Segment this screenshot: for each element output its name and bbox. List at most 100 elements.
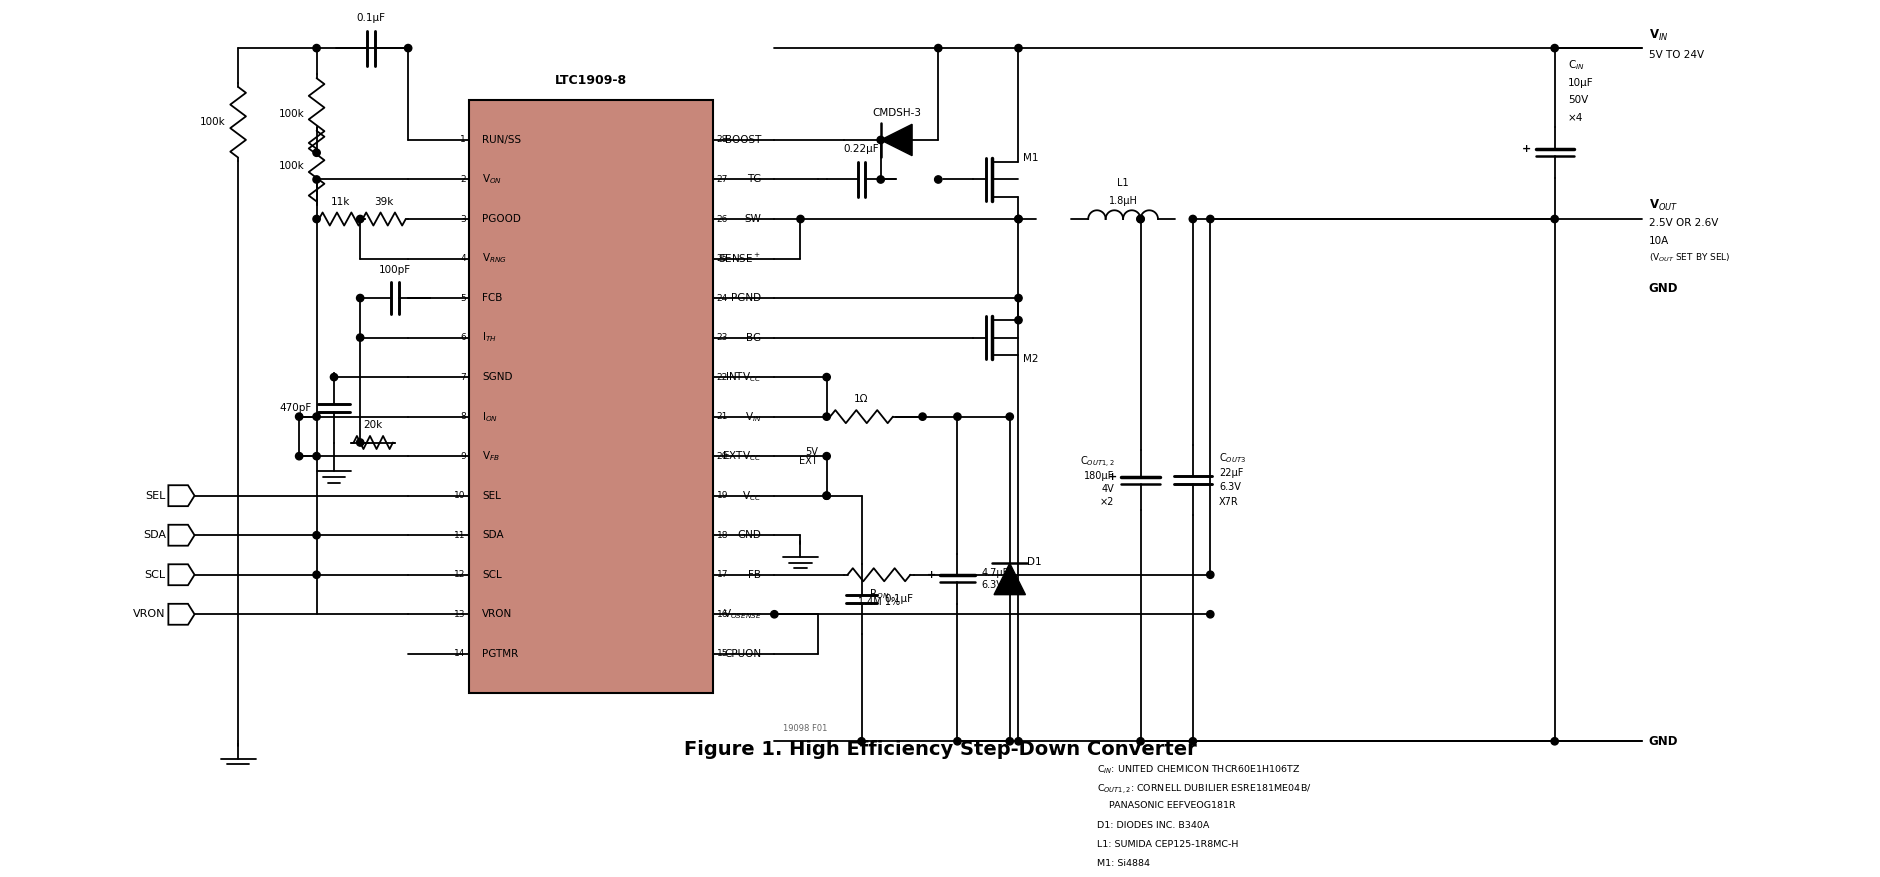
Text: V$_{OSENSE}$: V$_{OSENSE}$ xyxy=(722,608,761,621)
Circle shape xyxy=(1137,738,1145,745)
Text: 18: 18 xyxy=(716,531,728,539)
Circle shape xyxy=(312,453,320,460)
Text: PGTMR: PGTMR xyxy=(483,649,519,659)
Text: TG: TG xyxy=(746,175,761,184)
Text: LTC1909-8: LTC1909-8 xyxy=(555,75,628,88)
Text: 39k: 39k xyxy=(374,196,393,207)
Circle shape xyxy=(823,413,831,420)
Text: 100k: 100k xyxy=(199,118,226,127)
Text: 13: 13 xyxy=(455,610,466,619)
Circle shape xyxy=(919,413,927,420)
Text: 16: 16 xyxy=(716,610,728,619)
Text: 21: 21 xyxy=(716,412,728,421)
Circle shape xyxy=(953,738,961,745)
Circle shape xyxy=(823,374,831,381)
Circle shape xyxy=(1015,216,1023,223)
Circle shape xyxy=(1006,738,1013,745)
Text: SGND: SGND xyxy=(483,372,513,382)
Circle shape xyxy=(1015,317,1023,324)
Text: 22: 22 xyxy=(716,373,728,381)
Text: 100k: 100k xyxy=(278,109,305,118)
Text: L1: L1 xyxy=(1117,179,1128,189)
Text: CMDSH-3: CMDSH-3 xyxy=(872,108,921,118)
Text: 22μF: 22μF xyxy=(1218,468,1243,478)
Circle shape xyxy=(312,45,320,52)
Circle shape xyxy=(823,492,831,499)
Circle shape xyxy=(823,453,831,460)
Text: V$_{IN}$: V$_{IN}$ xyxy=(1649,27,1668,43)
Circle shape xyxy=(934,45,942,52)
Circle shape xyxy=(1190,738,1196,745)
Bar xyxy=(470,101,713,694)
Text: M1: M1 xyxy=(1023,153,1038,163)
Text: Figure 1. High Efficiency Step-Down Converter: Figure 1. High Efficiency Step-Down Conv… xyxy=(684,739,1196,759)
Text: 0.22μF: 0.22μF xyxy=(844,144,880,154)
Text: SCL: SCL xyxy=(145,570,165,580)
Text: C$_{OUT1, 2}$: C$_{OUT1, 2}$ xyxy=(1079,455,1115,470)
Polygon shape xyxy=(995,563,1025,595)
Circle shape xyxy=(312,413,320,420)
Text: 20: 20 xyxy=(716,452,728,460)
Text: V$_{OUT}$: V$_{OUT}$ xyxy=(1649,198,1679,213)
Text: SDA: SDA xyxy=(143,531,165,540)
Text: 1.8μH: 1.8μH xyxy=(1109,196,1137,206)
Text: VRON: VRON xyxy=(133,610,165,619)
Polygon shape xyxy=(880,125,912,155)
Text: 100pF: 100pF xyxy=(380,265,412,275)
Text: C$_{OUT1, 2}$: CORNELL DUBILIER ESRE181ME04B/: C$_{OUT1, 2}$: CORNELL DUBILIER ESRE181M… xyxy=(1096,782,1312,796)
Circle shape xyxy=(331,374,338,381)
Text: V$_{FB}$: V$_{FB}$ xyxy=(483,449,500,463)
Circle shape xyxy=(878,175,884,183)
Text: INTV$_{CC}$: INTV$_{CC}$ xyxy=(726,370,761,384)
Circle shape xyxy=(1207,216,1214,223)
Text: PANASONIC EEFVEOG181R: PANASONIC EEFVEOG181R xyxy=(1096,802,1235,810)
Circle shape xyxy=(1207,610,1214,618)
Text: V$_{IN}$: V$_{IN}$ xyxy=(744,410,761,424)
Circle shape xyxy=(1551,738,1559,745)
Circle shape xyxy=(312,571,320,579)
Text: SENSE$^+$: SENSE$^+$ xyxy=(718,252,761,265)
Text: 10: 10 xyxy=(455,491,466,500)
Text: I$_{ON}$: I$_{ON}$ xyxy=(483,410,498,424)
Circle shape xyxy=(1015,216,1023,223)
Text: 180μF: 180μF xyxy=(1085,471,1115,481)
Circle shape xyxy=(953,413,961,420)
Circle shape xyxy=(1137,216,1145,223)
Text: SCL: SCL xyxy=(483,570,502,580)
Text: 5V: 5V xyxy=(805,446,818,457)
Text: 470pF: 470pF xyxy=(278,403,312,413)
Text: D1: D1 xyxy=(1026,557,1042,567)
Circle shape xyxy=(312,175,320,183)
Text: EXTV$_{CC}$: EXTV$_{CC}$ xyxy=(722,449,761,463)
Text: 4V: 4V xyxy=(1102,484,1115,494)
Text: V$_{ON}$: V$_{ON}$ xyxy=(483,173,502,187)
Circle shape xyxy=(357,334,365,341)
Text: 24: 24 xyxy=(716,294,728,303)
Text: 1: 1 xyxy=(461,135,466,145)
Text: SEL: SEL xyxy=(145,491,165,501)
Text: 1.4M 1%: 1.4M 1% xyxy=(857,596,901,607)
Text: 11: 11 xyxy=(455,531,466,539)
Text: 2: 2 xyxy=(461,175,466,184)
Text: RUN/SS: RUN/SS xyxy=(483,135,521,145)
Text: 12: 12 xyxy=(455,570,466,579)
Text: SEL: SEL xyxy=(483,491,502,501)
Text: 7: 7 xyxy=(461,373,466,381)
Text: 19: 19 xyxy=(716,491,728,500)
Circle shape xyxy=(312,531,320,538)
Text: R$_{ON}$: R$_{ON}$ xyxy=(869,587,889,601)
Text: V$_{CC}$: V$_{CC}$ xyxy=(743,488,761,503)
Text: (V$_{OUT}$ SET BY SEL): (V$_{OUT}$ SET BY SEL) xyxy=(1649,252,1731,265)
Text: SW: SW xyxy=(744,214,761,224)
Text: C$_{IN}$: UNITED CHEMICON THCR60E1H106TZ: C$_{IN}$: UNITED CHEMICON THCR60E1H106TZ xyxy=(1096,763,1301,775)
Text: 17: 17 xyxy=(716,570,728,579)
Circle shape xyxy=(357,295,365,302)
Text: L1: SUMIDA CEP125-1R8MC-H: L1: SUMIDA CEP125-1R8MC-H xyxy=(1096,840,1239,849)
Circle shape xyxy=(312,216,320,223)
Circle shape xyxy=(295,453,303,460)
Circle shape xyxy=(878,136,884,144)
Text: +: + xyxy=(1523,144,1530,154)
Circle shape xyxy=(1551,216,1559,223)
Text: 23: 23 xyxy=(716,333,728,342)
Text: 25: 25 xyxy=(716,254,728,263)
